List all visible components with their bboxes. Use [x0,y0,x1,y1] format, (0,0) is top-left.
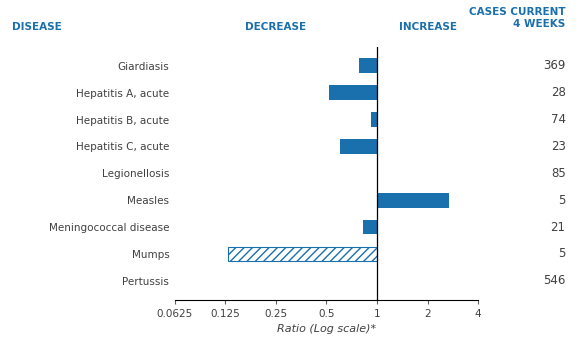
Bar [229,247,377,261]
Text: 28: 28 [550,86,566,99]
Text: DISEASE: DISEASE [12,22,61,32]
Text: 546: 546 [543,274,566,287]
Bar [329,85,377,100]
Text: 74: 74 [550,113,566,126]
Text: CASES CURRENT
4 WEEKS: CASES CURRENT 4 WEEKS [469,7,566,29]
Text: 21: 21 [550,221,566,234]
Bar [371,112,377,127]
Bar [363,219,377,234]
Bar [377,193,449,208]
Text: INCREASE: INCREASE [399,22,456,32]
Bar [340,139,377,154]
Text: 5: 5 [558,193,566,206]
Text: 85: 85 [551,167,566,180]
Text: 5: 5 [558,247,566,260]
Text: 23: 23 [550,140,566,153]
Text: DECREASE: DECREASE [245,22,307,32]
Bar [377,273,378,288]
X-axis label: Ratio (Log scale)*: Ratio (Log scale)* [277,324,376,334]
Text: 369: 369 [543,59,566,72]
Bar [359,58,377,73]
